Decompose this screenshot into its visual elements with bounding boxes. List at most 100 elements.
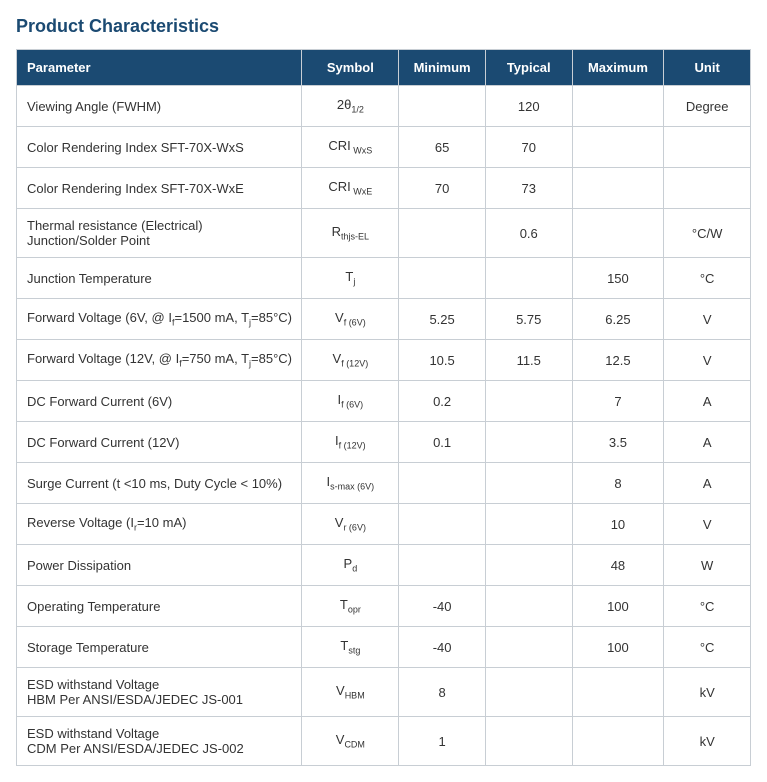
cell-max: 48 [572,545,664,586]
table-row: Color Rendering Index SFT-70X-WxECRI WxE… [17,168,751,209]
cell-unit: A [664,463,751,504]
cell-parameter: Viewing Angle (FWHM) [17,86,302,127]
cell-symbol: Vf (12V) [302,340,399,381]
cell-unit: V [664,340,751,381]
cell-min: -40 [399,586,486,627]
table-row: Storage TemperatureTstg-40100°C [17,627,751,668]
cell-min: 10.5 [399,340,486,381]
table-row: ESD withstand VoltageCDM Per ANSI/ESDA/J… [17,717,751,766]
table-row: DC Forward Current (6V)If (6V)0.27A [17,381,751,422]
cell-symbol: VCDM [302,717,399,766]
col-unit: Unit [664,50,751,86]
cell-parameter: Color Rendering Index SFT-70X-WxS [17,127,302,168]
cell-parameter: DC Forward Current (6V) [17,381,302,422]
cell-max [572,86,664,127]
cell-min: 5.25 [399,299,486,340]
cell-min [399,209,486,258]
col-symbol: Symbol [302,50,399,86]
cell-typ [485,545,572,586]
cell-min [399,545,486,586]
table-row: Operating TemperatureTopr-40 100°C [17,586,751,627]
cell-min: 0.1 [399,422,486,463]
cell-typ [485,668,572,717]
cell-parameter: Storage Temperature [17,627,302,668]
cell-min [399,258,486,299]
cell-max: 3.5 [572,422,664,463]
col-typical: Typical [485,50,572,86]
cell-max [572,209,664,258]
cell-max: 6.25 [572,299,664,340]
cell-min [399,463,486,504]
characteristics-table: Parameter Symbol Minimum Typical Maximum… [16,49,751,766]
cell-typ: 70 [485,127,572,168]
table-row: Power DissipationPd48W [17,545,751,586]
cell-max: 150 [572,258,664,299]
cell-parameter: Color Rendering Index SFT-70X-WxE [17,168,302,209]
cell-typ [485,381,572,422]
cell-max: 100 [572,586,664,627]
cell-parameter: Junction Temperature [17,258,302,299]
cell-symbol: If (12V) [302,422,399,463]
table-header: Parameter Symbol Minimum Typical Maximum… [17,50,751,86]
table-row: Thermal resistance (Electrical)Junction/… [17,209,751,258]
cell-symbol: Vf (6V) [302,299,399,340]
cell-unit [664,127,751,168]
cell-parameter: Thermal resistance (Electrical)Junction/… [17,209,302,258]
cell-symbol: Is-max (6V) [302,463,399,504]
cell-symbol: Topr [302,586,399,627]
table-row: DC Forward Current (12V)If (12V)0.13.5A [17,422,751,463]
col-maximum: Maximum [572,50,664,86]
cell-typ [485,422,572,463]
cell-symbol: Vr (6V) [302,504,399,545]
table-row: Color Rendering Index SFT-70X-WxSCRI WxS… [17,127,751,168]
cell-symbol: CRI WxE [302,168,399,209]
cell-typ [485,717,572,766]
cell-unit: Degree [664,86,751,127]
cell-max [572,168,664,209]
col-parameter: Parameter [17,50,302,86]
cell-typ: 120 [485,86,572,127]
cell-typ [485,258,572,299]
table-row: Forward Voltage (6V, @ If=1500 mA, Tj=85… [17,299,751,340]
cell-max [572,668,664,717]
cell-max [572,717,664,766]
col-minimum: Minimum [399,50,486,86]
table-row: Surge Current (t <10 ms, Duty Cycle < 10… [17,463,751,504]
cell-unit [664,168,751,209]
cell-parameter: ESD withstand VoltageCDM Per ANSI/ESDA/J… [17,717,302,766]
cell-min: 1 [399,717,486,766]
cell-symbol: If (6V) [302,381,399,422]
cell-symbol: VHBM [302,668,399,717]
cell-symbol: Tstg [302,627,399,668]
cell-min [399,86,486,127]
cell-parameter: Operating Temperature [17,586,302,627]
table-row: Viewing Angle (FWHM)2θ1/2 120 Degree [17,86,751,127]
cell-typ: 0.6 [485,209,572,258]
cell-unit: °C [664,258,751,299]
table-row: Forward Voltage (12V, @ If=750 mA, Tj=85… [17,340,751,381]
cell-unit: °C/W [664,209,751,258]
cell-typ [485,586,572,627]
cell-typ [485,504,572,545]
table-body: Viewing Angle (FWHM)2θ1/2120DegreeColor … [17,86,751,766]
cell-max: 7 [572,381,664,422]
cell-parameter: Reverse Voltage (Ir=10 mA) [17,504,302,545]
cell-parameter: Forward Voltage (6V, @ If=1500 mA, Tj=85… [17,299,302,340]
cell-symbol: Rthjs-EL [302,209,399,258]
cell-unit: W [664,545,751,586]
cell-parameter: Power Dissipation [17,545,302,586]
cell-unit: °C [664,586,751,627]
cell-parameter: ESD withstand VoltageHBM Per ANSI/ESDA/J… [17,668,302,717]
cell-unit: V [664,504,751,545]
cell-unit: °C [664,627,751,668]
cell-symbol: CRI WxS [302,127,399,168]
cell-typ [485,627,572,668]
table-row: Junction TemperatureTj150°C [17,258,751,299]
cell-unit: kV [664,717,751,766]
cell-typ [485,463,572,504]
cell-max: 10 [572,504,664,545]
cell-max: 12.5 [572,340,664,381]
cell-symbol: 2θ1/2 [302,86,399,127]
cell-max: 8 [572,463,664,504]
cell-unit: kV [664,668,751,717]
